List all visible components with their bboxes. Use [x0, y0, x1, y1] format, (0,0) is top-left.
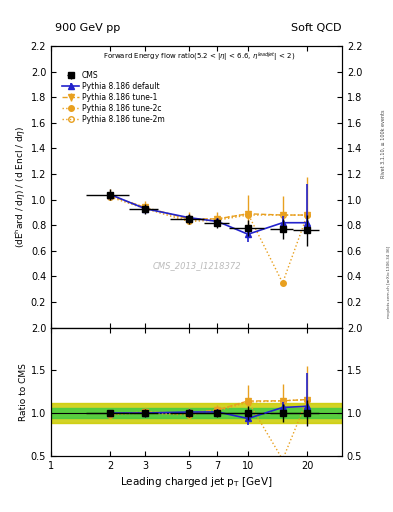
Pythia 8.186 tune-2m [108, 194, 113, 200]
Pythia 8.186 tune-2m [186, 218, 191, 224]
Pythia 8.186 tune-2c [280, 280, 285, 286]
Line: Pythia 8.186 tune-2m: Pythia 8.186 tune-2m [108, 195, 310, 224]
Pythia 8.186 tune-2c [186, 217, 191, 223]
Text: Soft QCD: Soft QCD [292, 23, 342, 33]
Line: Pythia 8.186 tune-2c: Pythia 8.186 tune-2c [108, 193, 310, 286]
Text: Forward Energy flow ratio(5.2 < $|\eta|$ < 6.6, $\eta^{leadjet}$| < 2): Forward Energy flow ratio(5.2 < $|\eta|$… [103, 50, 296, 63]
Text: CMS_2013_I1218372: CMS_2013_I1218372 [152, 261, 241, 270]
Pythia 8.186 tune-2c [143, 204, 147, 210]
Bar [51, 408, 342, 418]
Pythia 8.186 tune-2m [246, 212, 250, 218]
Bar [51, 403, 342, 423]
Pythia 8.186 tune-2c [108, 193, 113, 199]
Text: Rivet 3.1.10, ≥ 100k events: Rivet 3.1.10, ≥ 100k events [381, 109, 386, 178]
Y-axis label: Ratio to CMS: Ratio to CMS [19, 362, 28, 421]
X-axis label: Leading charged jet p$_\mathregular{T}$ [GeV]: Leading charged jet p$_\mathregular{T}$ … [120, 475, 273, 489]
Pythia 8.186 tune-2m [305, 212, 310, 218]
Pythia 8.186 tune-2m [280, 212, 285, 218]
Pythia 8.186 tune-2m [215, 217, 220, 223]
Text: 900 GeV pp: 900 GeV pp [55, 23, 120, 33]
Legend: CMS, Pythia 8.186 default, Pythia 8.186 tune-1, Pythia 8.186 tune-2c, Pythia 8.1: CMS, Pythia 8.186 default, Pythia 8.186 … [61, 70, 166, 125]
Pythia 8.186 tune-2m [143, 205, 147, 212]
Pythia 8.186 tune-2c [305, 212, 310, 218]
Text: mcplots.cern.ch [arXiv:1306.34 36]: mcplots.cern.ch [arXiv:1306.34 36] [387, 245, 391, 318]
Y-axis label: (dE$^\mathregular{h}$ard / d$\eta$) / (d Encl / d$\eta$): (dE$^\mathregular{h}$ard / d$\eta$) / (d… [13, 125, 28, 248]
Pythia 8.186 tune-2c [246, 211, 250, 217]
Pythia 8.186 tune-2c [215, 216, 220, 222]
